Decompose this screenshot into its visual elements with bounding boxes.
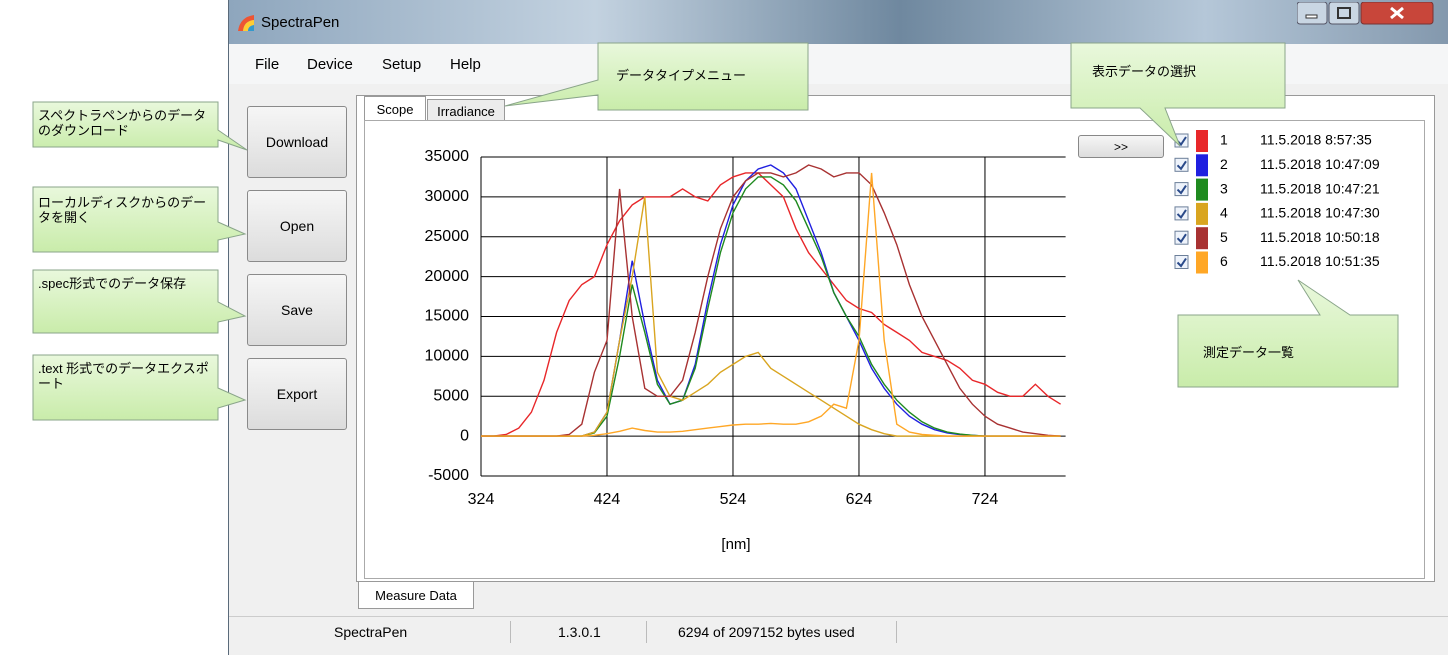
callout-text: 表示データの選択 (1092, 64, 1197, 79)
legend-swatch (1196, 202, 1208, 225)
check-mark (1176, 160, 1187, 171)
legend-label: 5 (1220, 229, 1228, 245)
series-line (481, 172, 1061, 437)
check-mark (1176, 257, 1187, 268)
x-tick-label: 524 (720, 491, 747, 508)
menu-item[interactable]: Help (450, 56, 481, 73)
y-tick-label: 30000 (425, 188, 470, 205)
y-tick-label: 35000 (425, 148, 470, 165)
status-bar (229, 616, 1448, 647)
scope-tab[interactable]: Scope (364, 96, 426, 121)
check-mark (1176, 233, 1187, 244)
legend-label: 6 (1220, 253, 1228, 269)
y-tick-label: 5000 (433, 387, 469, 404)
download-button[interactable]: Download (247, 106, 347, 178)
legend-timestamp: 11.5.2018 10:47:30 (1260, 205, 1380, 221)
series-line (481, 164, 1061, 437)
legend-label: 2 (1220, 156, 1228, 172)
y-tick-label: 10000 (425, 348, 470, 365)
legend-timestamp: 11.5.2018 10:51:35 (1260, 253, 1380, 269)
legend-swatch (1196, 227, 1208, 250)
export-button[interactable]: Export (247, 358, 347, 430)
app-icon (238, 15, 254, 31)
title-bar: SpectraPen (229, 0, 1448, 44)
window-controls[interactable] (1297, 2, 1437, 26)
legend-timestamp: 11.5.2018 8:57:35 (1260, 132, 1372, 148)
separator (896, 621, 897, 643)
legend-item: 5 11.5.2018 10:50:18 (1174, 227, 1380, 250)
legend-swatch (1196, 154, 1208, 177)
separator (646, 621, 647, 643)
callout-text: .text 形式でのデータエクスポート (38, 361, 209, 391)
callout-text: .spec形式でのデータ保存 (38, 276, 187, 291)
callout-shape (1177, 279, 1399, 388)
x-tick-label: 624 (846, 491, 873, 508)
legend-item: 3 11.5.2018 10:47:21 (1174, 178, 1380, 201)
y-tick-label: 20000 (425, 268, 470, 285)
status-version: 1.3.0.1 (558, 624, 601, 640)
legend-timestamp: 11.5.2018 10:47:09 (1260, 156, 1380, 172)
x-axis-label: [nm] (721, 536, 750, 553)
legend-label: 4 (1220, 205, 1228, 221)
legend-item: 6 11.5.2018 10:51:35 (1174, 251, 1380, 274)
legend-timestamp: 11.5.2018 10:47:21 (1260, 180, 1380, 196)
menu-item[interactable]: File (255, 56, 280, 73)
callout-text: スペクトラペンからのデータのダウンロード (38, 108, 207, 138)
check-mark (1176, 209, 1187, 219)
expand-button[interactable]: >> (1078, 135, 1164, 158)
callout-text: 測定データ一覧 (1203, 345, 1295, 360)
y-tick-label: 25000 (425, 228, 470, 245)
x-tick-label: 324 (468, 491, 495, 508)
legend-label: 1 (1220, 132, 1228, 148)
legend-item: 4 11.5.2018 10:47:30 (1174, 202, 1380, 225)
callout-shape (32, 101, 248, 151)
callout-shape (32, 269, 247, 334)
window-title: SpectraPen (261, 14, 340, 31)
callout-shape (504, 42, 809, 111)
x-tick-label: 724 (972, 491, 999, 508)
status-app: SpectraPen (334, 624, 408, 640)
irradiance-tab[interactable]: Irradiance (427, 99, 505, 122)
legend-swatch (1196, 178, 1208, 201)
legend-swatch (1196, 130, 1208, 152)
menu-item[interactable]: Device (307, 56, 353, 73)
x-tick-label: 424 (594, 491, 621, 508)
y-tick-label: -5000 (428, 467, 469, 484)
callout-shape (1070, 42, 1286, 147)
y-tick-label: 15000 (425, 308, 470, 325)
legend-label: 3 (1220, 180, 1228, 196)
separator (510, 621, 511, 643)
y-tick-label: 0 (460, 427, 469, 444)
legend-timestamp: 11.5.2018 10:50:18 (1260, 229, 1380, 245)
callout-shape (32, 354, 247, 421)
legend-item: 2 11.5.2018 10:47:09 (1174, 154, 1380, 177)
callout-text: データタイプメニュー (616, 68, 747, 83)
series-line (481, 172, 1061, 437)
open-button[interactable]: Open (247, 190, 347, 262)
callout-shape (32, 186, 247, 253)
menu-item[interactable]: Setup (382, 56, 422, 73)
save-button[interactable]: Save (247, 274, 347, 346)
measure-data-tab[interactable]: Measure Data (358, 582, 474, 609)
check-mark (1176, 185, 1187, 195)
callout-text: ローカルディスクからのデータを開く (38, 195, 207, 225)
legend-swatch (1196, 251, 1208, 274)
status-memory: 6294 of 2097152 bytes used (678, 624, 855, 640)
